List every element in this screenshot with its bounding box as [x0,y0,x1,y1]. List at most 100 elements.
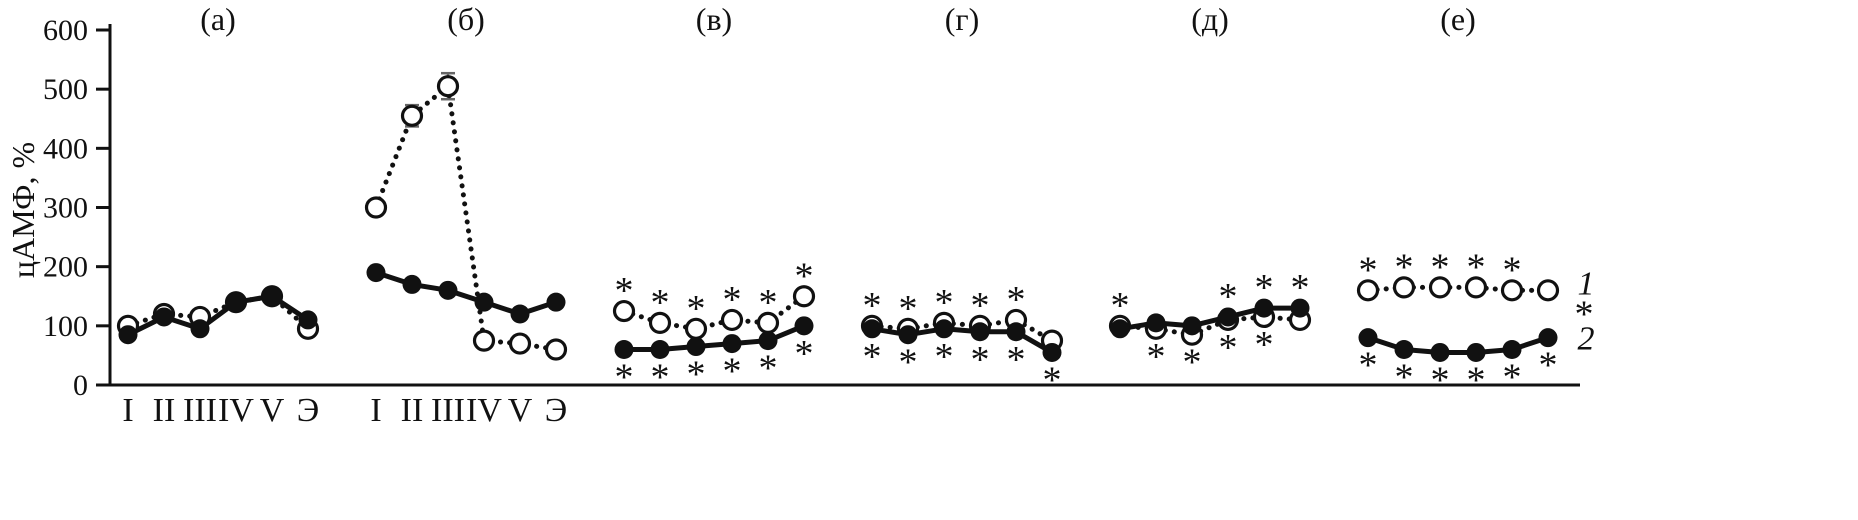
panel-2: (б)I II III IV V Э [364,1,568,429]
significance-asterisk-below: * [935,336,954,378]
series2-point [1466,342,1486,362]
significance-asterisk-below: * [1395,357,1414,399]
y-tick-label: 400 [43,132,88,165]
series2-point [1110,319,1130,339]
x-tick-label: V [508,392,533,429]
significance-asterisk-below: * [723,351,742,393]
series2-point [226,292,246,312]
significance-asterisk-below: * [651,357,670,399]
series2-point [1502,340,1522,359]
x-tick-label: IV [466,392,502,429]
series2-point [758,331,778,351]
significance-asterisk-right: * [1575,293,1594,335]
significance-asterisk-above: * [687,288,706,330]
series1-point [720,308,744,332]
series1-point [544,338,568,361]
series1-point [612,299,636,323]
significance-asterisk-below: * [1359,345,1378,387]
series2-point [1538,328,1558,348]
series1-line [125,293,311,332]
series1-point [400,104,424,127]
y-tick-label: 0 [73,369,88,402]
significance-asterisk-below: * [1503,357,1522,399]
significance-asterisk-above: * [971,285,990,327]
series2-point [118,325,138,345]
legend-series1-label: 1 [1578,265,1595,302]
panel-title: (д) [1191,1,1229,37]
y-tick-label: 500 [43,73,88,106]
panel-title: (г) [945,1,979,37]
panel-title: (е) [1440,1,1476,37]
series2-point [898,325,918,345]
significance-asterisk-above: * [759,282,778,324]
panel-1: (а)I II III IV V Э [116,1,319,429]
series1-point [648,311,672,334]
series2-point [862,319,882,339]
x-tick-label: II [153,392,176,429]
series2-point [546,292,566,312]
series2-point [154,307,174,327]
series2-point [474,292,494,312]
series2-point [438,280,458,300]
y-tick-label: 200 [43,251,88,284]
significance-asterisk-below: * [1183,342,1202,384]
significance-asterisk-above: * [1395,246,1414,288]
significance-asterisk-below: * [971,339,990,381]
series2-point [1182,316,1202,336]
panel-4: (г) * * * * * * * * * * * [860,1,1064,401]
series2-point [190,319,210,339]
significance-asterisk-below: * [687,354,706,396]
significance-asterisk-below: * [1219,327,1238,369]
significance-asterisk-below: * [759,348,778,390]
series2-point [650,340,670,359]
legend-series2-label: 2 [1578,321,1595,358]
significance-asterisk-above: * [1255,267,1274,309]
series2-point [794,316,814,336]
significance-asterisk-below: * [615,357,634,399]
panel-5: (д) * * * * * * * * [1108,1,1312,384]
series2-point [510,304,530,324]
y-tick-label: 300 [43,192,88,225]
series2-point [298,310,318,330]
significance-asterisk-above: * [1007,279,1026,321]
series1-point [1464,276,1488,299]
y-tick-label: 100 [43,310,88,343]
significance-asterisk-below: * [1255,324,1274,366]
series2-point [1042,342,1062,362]
significance-asterisk-below: * [1043,359,1062,401]
panel-title: (б) [447,1,485,37]
significance-asterisk-above: * [723,279,742,321]
significance-asterisk-above: * [1111,285,1130,327]
significance-asterisk-below: * [1147,336,1166,378]
series2-point [1394,340,1414,359]
panel-title: (в) [696,1,732,37]
series1-point [1536,279,1560,302]
significance-asterisk-above: * [935,282,954,324]
series2-point [1358,328,1378,348]
y-axis-label: цАМФ, % [5,142,41,278]
series1-point [436,75,460,98]
series1-point [792,285,816,308]
x-tick-label: Э [297,392,319,429]
significance-asterisk-below: * [1539,345,1558,387]
series2-point [366,263,386,283]
significance-asterisk-above: * [1431,246,1450,288]
series1-point [364,196,388,219]
x-tick-label: II [401,392,424,429]
significance-asterisk-below: * [863,336,882,378]
series2-point [1430,342,1450,362]
panel-3: (в) * * * * * * * * * * * * [612,1,816,399]
x-tick-label: I [370,392,381,429]
significance-asterisk-above: * [651,282,670,324]
significance-asterisk-above: * [1291,267,1310,309]
series2-line [375,270,557,317]
x-tick-label: IV [218,392,254,429]
series1-point [1500,279,1524,302]
significance-asterisk-above: * [863,285,882,327]
significance-asterisk-below: * [795,333,814,375]
series1-line [869,317,1055,344]
significance-asterisk-below: * [1007,339,1026,381]
significance-asterisk-above: * [899,288,918,330]
series1-point [1392,276,1416,299]
